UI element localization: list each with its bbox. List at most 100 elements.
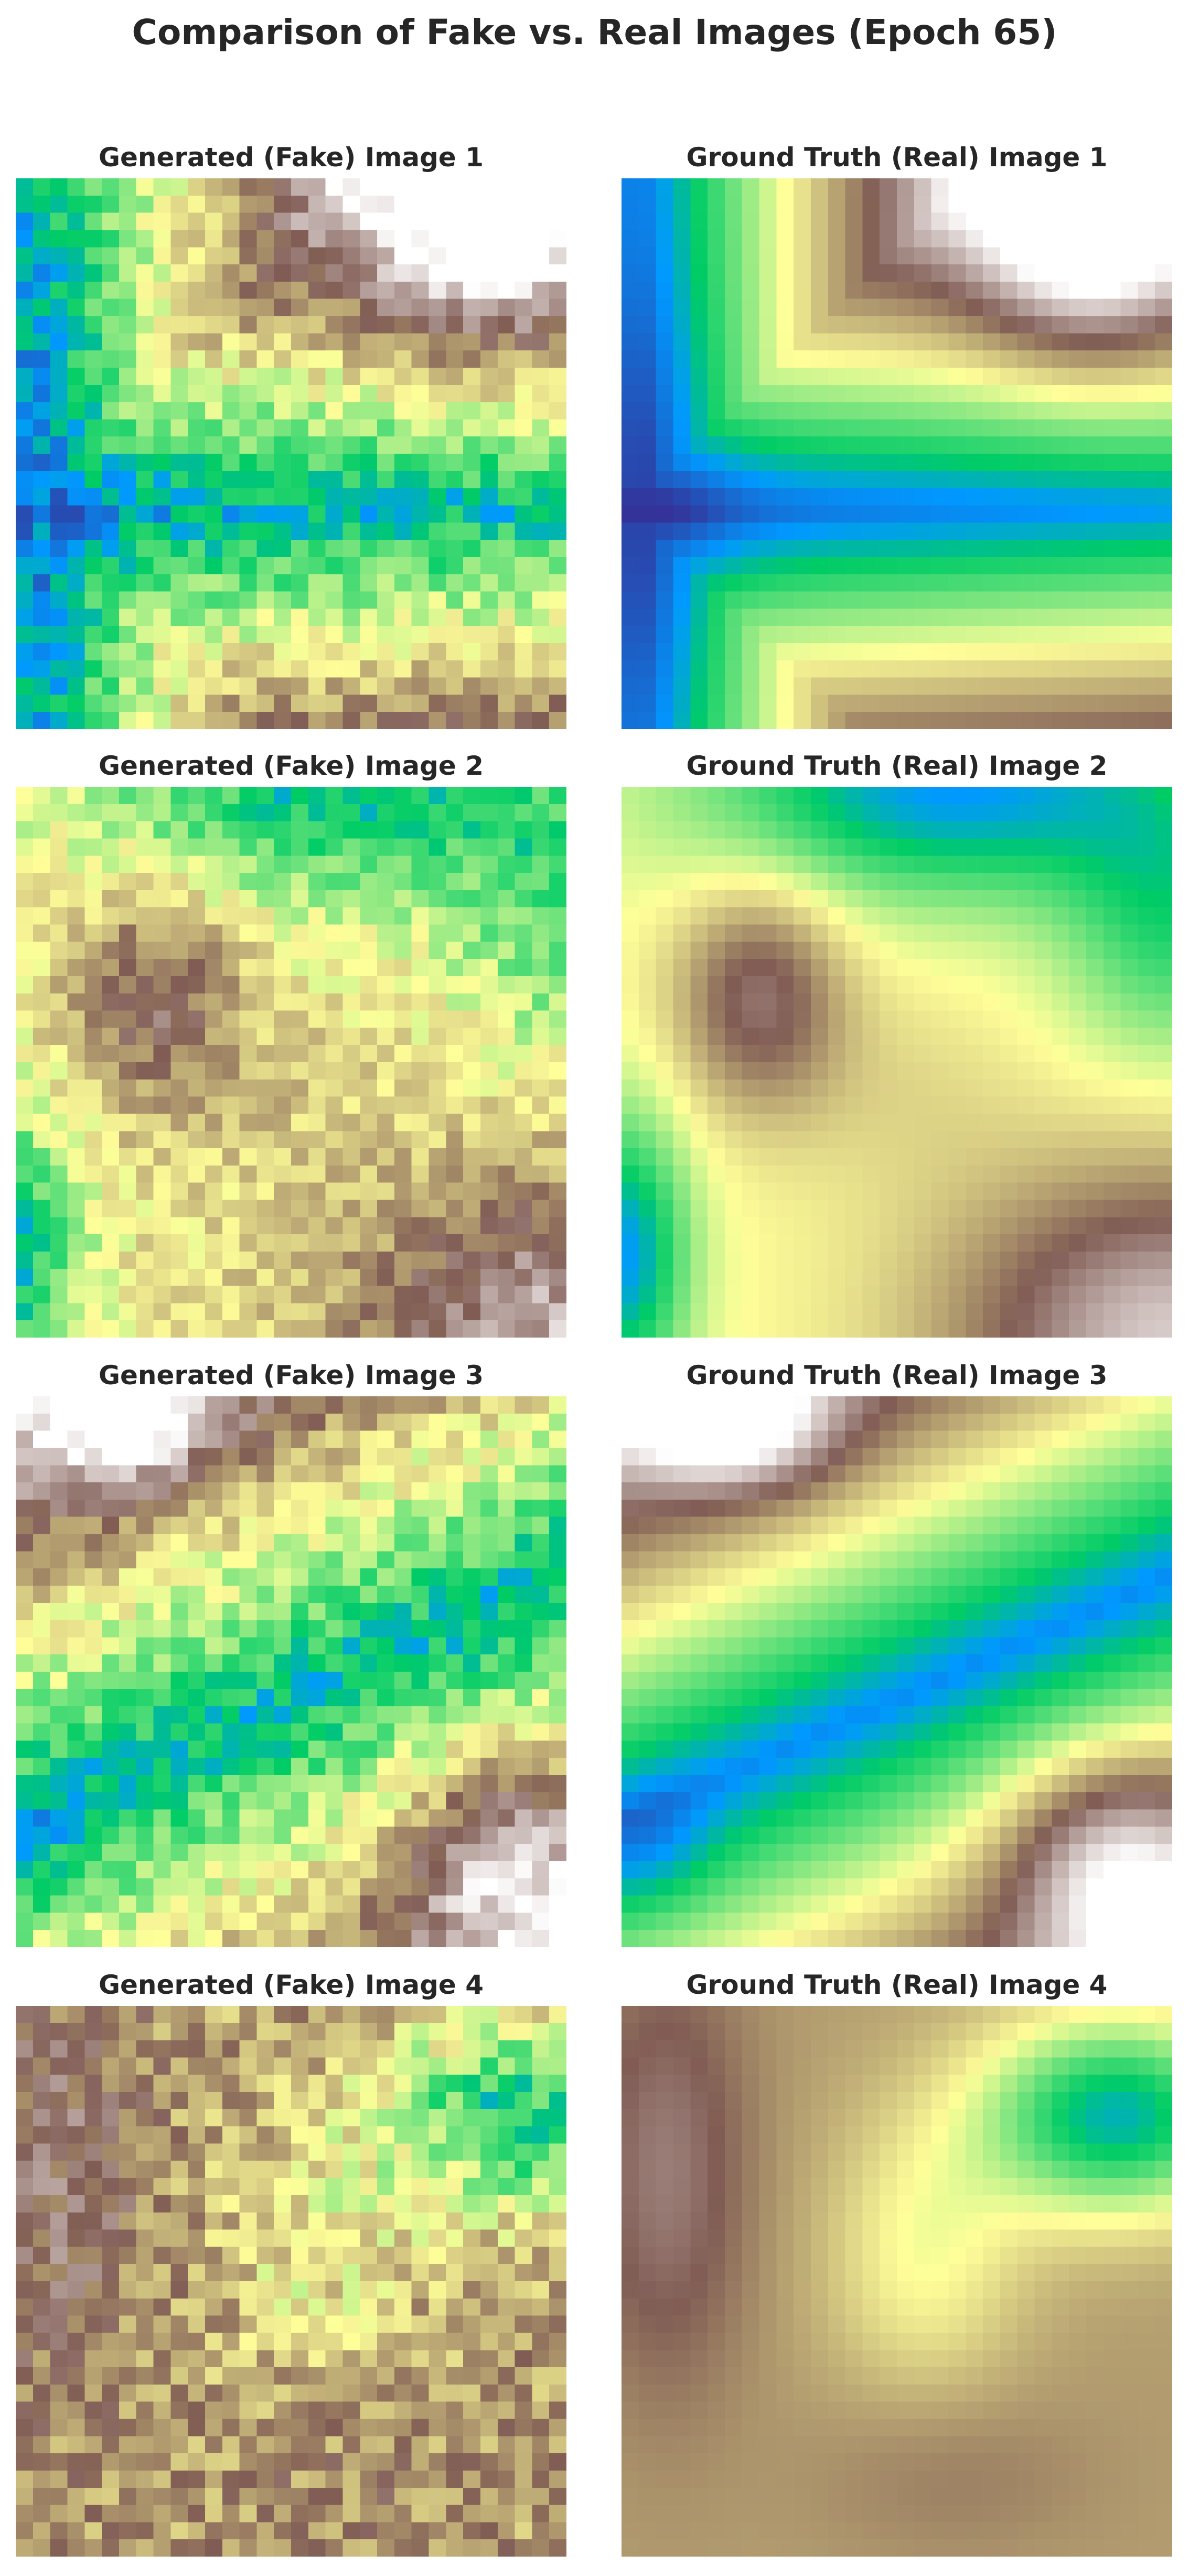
heatmap-cell [862,419,880,437]
heatmap-cell [342,384,360,403]
heatmap-cell [33,1217,51,1235]
heatmap-cell [794,178,811,196]
heatmap-cell [170,1320,188,1338]
heatmap-cell [291,1499,309,1517]
heatmap-cell [222,993,240,1011]
heatmap-cell [239,1723,258,1741]
heatmap-cell [84,1706,102,1724]
heatmap-cell [742,384,760,403]
heatmap-cell [50,1775,68,1793]
heatmap-cell [1034,350,1052,368]
heatmap-cell [880,924,897,942]
heatmap-cell [291,1234,309,1252]
heatmap-cell [638,591,657,609]
heatmap-cell [256,677,274,696]
heatmap-cell [480,1182,498,1201]
heatmap-cell [170,1079,188,1097]
heatmap-cell [170,1268,188,1287]
heatmap-cell [50,1844,68,1862]
heatmap-cell [222,1654,240,1672]
heatmap-cell [222,178,240,196]
heatmap-cell [463,1010,481,1029]
heatmap-cell [170,230,188,248]
heatmap-cell [1120,694,1139,712]
heatmap-cell [622,1251,639,1269]
heatmap-cell [256,574,274,592]
heatmap-cell [308,471,326,489]
heatmap-cell [429,247,446,265]
heatmap-cell [33,1062,51,1080]
heatmap-cell [708,821,725,839]
heatmap-cell [325,178,344,196]
heatmap-cell [622,787,639,805]
heatmap-cell [188,298,206,317]
heatmap-cell [239,557,258,575]
heatmap-cell [1086,1217,1104,1235]
heatmap-cell [325,1165,344,1183]
heatmap-cell [794,247,811,265]
heatmap-cell [84,1234,102,1252]
heatmap-cell [862,626,880,644]
heatmap-cell [690,1045,708,1063]
heatmap-cell [377,591,395,609]
heatmap-cell [377,821,395,839]
heatmap-cell [16,264,34,282]
heatmap-cell [153,677,171,696]
heatmap-cell [84,660,102,678]
heatmap-cell [429,1672,446,1690]
heatmap-cell [656,488,674,506]
heatmap-cell [532,1096,550,1115]
heatmap-cell [67,924,85,942]
heatmap-cell [256,1028,274,1045]
heatmap-cell [239,608,258,626]
heatmap-cell [84,1792,102,1810]
heatmap-cell [759,1165,777,1183]
heatmap-cell [638,574,657,592]
heatmap-cell [1120,1320,1139,1338]
heatmap-cell [33,1413,51,1431]
heatmap-cell [119,436,137,454]
heatmap-cell [1155,787,1172,805]
heatmap-cell [515,1602,533,1621]
heatmap-cell [656,942,674,959]
heatmap-cell [188,1396,206,1414]
heatmap-cell [742,488,760,506]
heatmap-cell [67,1534,85,1552]
heatmap-cell [170,1430,188,1449]
heatmap-cell [360,643,378,661]
heatmap-cell [862,298,880,317]
heatmap-cell [119,1448,137,1466]
heatmap-cell [102,1131,120,1149]
heatmap-cell [274,1861,292,1879]
heatmap-cell [1017,1079,1035,1097]
heatmap-cell [862,924,880,942]
heatmap-cell [222,1165,240,1183]
heatmap-cell [794,626,811,644]
heatmap-cell [1052,1131,1069,1149]
heatmap-cell [342,505,360,523]
heatmap-cell [325,1303,344,1321]
heatmap-cell [50,993,68,1011]
heatmap-cell [411,1516,430,1535]
heatmap-cell [497,1448,516,1466]
heatmap-cell [136,1165,154,1183]
heatmap-cell [828,626,846,644]
heatmap-cell [549,1079,566,1097]
heatmap-cell [1000,367,1018,386]
heatmap-cell [690,505,708,523]
heatmap-cell [794,384,811,403]
heatmap-cell [291,212,309,231]
heatmap-cell [497,1844,516,1862]
heatmap-cell [325,367,344,386]
heatmap-cell [291,1844,309,1862]
heatmap-cell [656,626,674,644]
heatmap-cell [948,178,966,196]
heatmap-cell [897,350,915,368]
heatmap-cell [776,1217,794,1235]
heatmap-cell [394,212,412,231]
heatmap-cell [622,1165,639,1183]
heatmap-cell [446,1826,464,1844]
heatmap-cell [1155,574,1172,592]
heatmap-cell [239,1303,258,1321]
heatmap-cell [880,660,897,678]
